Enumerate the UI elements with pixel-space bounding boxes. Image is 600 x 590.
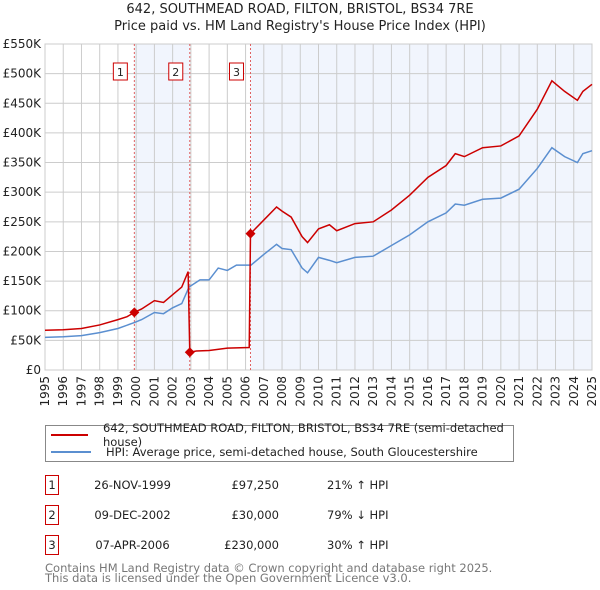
y-tick-label: £450K bbox=[3, 96, 43, 110]
marker-badge: 2 bbox=[45, 505, 59, 525]
x-tick-label: 2005 bbox=[220, 376, 234, 407]
sale-point bbox=[245, 228, 256, 239]
y-tick-label: £350K bbox=[3, 156, 43, 170]
legend-label: HPI: Average price, semi-detached house,… bbox=[106, 445, 478, 459]
legend-swatch-blue bbox=[51, 451, 91, 453]
legend-label: 642, SOUTHMEAD ROAD, FILTON, BRISTOL, BS… bbox=[102, 421, 504, 449]
x-tick-label: 1995 bbox=[38, 376, 52, 407]
table-row: 2 09-DEC-2002 £30,000 79% ↓ HPI bbox=[45, 505, 545, 525]
x-tick-label: 2007 bbox=[257, 376, 271, 407]
y-tick-label: £200K bbox=[3, 244, 43, 258]
chart-title: 642, SOUTHMEAD ROAD, FILTON, BRISTOL, BS… bbox=[126, 2, 474, 17]
x-tick-label: 2023 bbox=[549, 376, 563, 407]
sale-label: 1 bbox=[117, 66, 124, 79]
x-tick-label: 2006 bbox=[239, 376, 253, 407]
sale-price: £97,250 bbox=[231, 478, 279, 492]
x-tick-label: 2012 bbox=[348, 376, 362, 407]
sale-price: £30,000 bbox=[231, 508, 279, 522]
y-tick-label: £550K bbox=[3, 37, 43, 51]
x-tick-label: 2025 bbox=[585, 376, 599, 407]
hpi-diff: 79% ↓ HPI bbox=[327, 508, 389, 522]
plot-frame bbox=[44, 43, 593, 371]
x-tick-label: 2013 bbox=[366, 376, 380, 407]
sale-date: 09-DEC-2002 bbox=[94, 508, 171, 522]
x-tick-label: 2024 bbox=[567, 376, 581, 407]
marker-badge: 1 bbox=[45, 475, 59, 495]
x-tick-label: 2009 bbox=[293, 376, 307, 407]
x-tick-label: 2001 bbox=[147, 376, 161, 407]
chart-svg: 1995 1996 1997 1998 1999 2000 2001 2002 2003 2004… bbox=[3, 37, 599, 407]
sale-point bbox=[129, 307, 140, 318]
x-tick-label: 2020 bbox=[494, 376, 508, 407]
y-tick-label: £100K bbox=[3, 304, 43, 318]
y-tick-label: £150K bbox=[3, 274, 43, 288]
x-tick-label: 1999 bbox=[111, 376, 125, 407]
x-tick-label: 2004 bbox=[202, 376, 216, 407]
legend-item-hpi: HPI: Average price, semi-detached house,… bbox=[46, 444, 478, 460]
x-tick-label: 2018 bbox=[457, 376, 471, 407]
sale-date: 07-APR-2006 bbox=[95, 538, 170, 552]
y-tick-label: £500K bbox=[3, 67, 43, 81]
sale-label-box bbox=[168, 62, 184, 81]
sale-label-box bbox=[228, 62, 244, 81]
sale-price: £230,000 bbox=[224, 538, 279, 552]
table-row: 3 07-APR-2006 £230,000 30% ↑ HPI bbox=[45, 535, 545, 555]
x-tick-label: 2019 bbox=[476, 376, 490, 407]
x-tick-label: 2021 bbox=[512, 376, 526, 407]
footer-licence: This data is licensed under the Open Gov… bbox=[45, 571, 412, 585]
footer-copyright: Contains HM Land Registry data © Crown c… bbox=[45, 561, 493, 575]
hpi-diff: 30% ↑ HPI bbox=[327, 538, 389, 552]
x-tick-label: 2015 bbox=[403, 376, 417, 407]
y-tick-label: £250K bbox=[3, 215, 43, 229]
shaded-region bbox=[250, 44, 592, 370]
sale-label: 2 bbox=[172, 66, 179, 79]
x-tick-label: 2017 bbox=[439, 376, 453, 407]
shaded-region bbox=[134, 44, 190, 370]
x-tick-label: 2002 bbox=[166, 376, 180, 407]
y-tick-label: £300K bbox=[3, 185, 43, 199]
sale-point bbox=[184, 347, 195, 358]
legend-item-property: 642, SOUTHMEAD ROAD, FILTON, BRISTOL, BS… bbox=[46, 421, 513, 449]
hpi-line bbox=[44, 146, 593, 339]
x-tick-label: 2016 bbox=[421, 376, 435, 407]
x-tick-label: 2011 bbox=[330, 376, 344, 407]
x-tick-label: 2014 bbox=[384, 376, 398, 407]
x-tick-label: 2008 bbox=[275, 376, 289, 407]
hpi-diff: 21% ↑ HPI bbox=[327, 478, 389, 492]
marker-badge: 3 bbox=[45, 535, 59, 555]
x-tick-label: 1998 bbox=[93, 376, 107, 407]
x-tick-label: 1997 bbox=[74, 376, 88, 407]
x-tick-label: 2010 bbox=[312, 376, 326, 407]
x-tick-label: 2022 bbox=[530, 376, 544, 407]
y-tick-label: £0 bbox=[26, 363, 41, 377]
x-tick-label: 2003 bbox=[184, 376, 198, 407]
sale-date: 26-NOV-1999 bbox=[94, 478, 171, 492]
x-tick-label: 2000 bbox=[129, 376, 143, 407]
sale-label-box bbox=[112, 62, 128, 81]
legend: 642, SOUTHMEAD ROAD, FILTON, BRISTOL, BS… bbox=[45, 421, 514, 462]
table-row: 1 26-NOV-1999 £97,250 21% ↑ HPI bbox=[45, 475, 545, 495]
sale-label: 3 bbox=[233, 66, 240, 79]
chart-subtitle: Price paid vs. HM Land Registry's House … bbox=[114, 19, 486, 34]
y-tick-label: £50K bbox=[10, 333, 42, 347]
y-tick-label: £400K bbox=[3, 126, 43, 140]
legend-swatch-red bbox=[51, 434, 88, 436]
x-tick-label: 1996 bbox=[56, 376, 70, 407]
price-paid-line bbox=[44, 79, 593, 354]
